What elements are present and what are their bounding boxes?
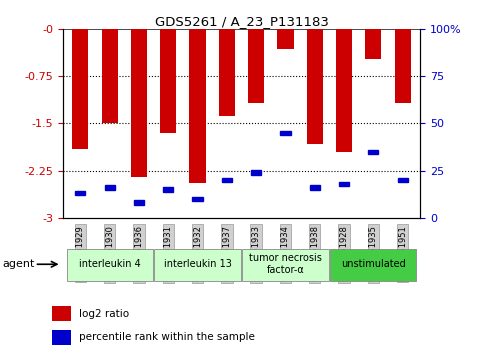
Bar bbox=[163, 187, 173, 192]
Text: tumor necrosis
factor-α: tumor necrosis factor-α bbox=[249, 253, 322, 275]
Bar bbox=[222, 178, 232, 182]
Bar bbox=[189, 29, 206, 183]
Title: GDS5261 / A_23_P131183: GDS5261 / A_23_P131183 bbox=[155, 15, 328, 28]
Bar bbox=[134, 200, 144, 205]
Bar bbox=[251, 170, 261, 175]
Text: log2 ratio: log2 ratio bbox=[79, 309, 129, 319]
Text: interleukin 13: interleukin 13 bbox=[164, 259, 231, 269]
Bar bbox=[280, 131, 291, 135]
Bar bbox=[248, 29, 264, 103]
Bar bbox=[52, 306, 71, 321]
Bar bbox=[365, 29, 382, 59]
Bar bbox=[395, 29, 411, 103]
Bar bbox=[72, 29, 88, 148]
Bar bbox=[336, 29, 352, 152]
Bar bbox=[192, 197, 203, 201]
Bar bbox=[52, 330, 71, 345]
Bar bbox=[131, 29, 147, 177]
Text: interleukin 4: interleukin 4 bbox=[79, 259, 141, 269]
FancyBboxPatch shape bbox=[242, 249, 328, 281]
Bar bbox=[75, 191, 85, 195]
Bar bbox=[368, 150, 379, 154]
Bar bbox=[160, 29, 176, 133]
Bar bbox=[219, 29, 235, 116]
Bar bbox=[339, 182, 349, 186]
Text: unstimulated: unstimulated bbox=[341, 259, 406, 269]
Bar bbox=[307, 29, 323, 143]
Text: agent: agent bbox=[2, 259, 35, 269]
Bar bbox=[101, 29, 118, 123]
Bar bbox=[398, 178, 408, 182]
Text: percentile rank within the sample: percentile rank within the sample bbox=[79, 332, 255, 342]
FancyBboxPatch shape bbox=[67, 249, 153, 281]
Bar bbox=[277, 29, 294, 49]
Bar bbox=[310, 185, 320, 190]
FancyBboxPatch shape bbox=[330, 249, 416, 281]
Bar bbox=[104, 185, 115, 190]
FancyBboxPatch shape bbox=[155, 249, 241, 281]
